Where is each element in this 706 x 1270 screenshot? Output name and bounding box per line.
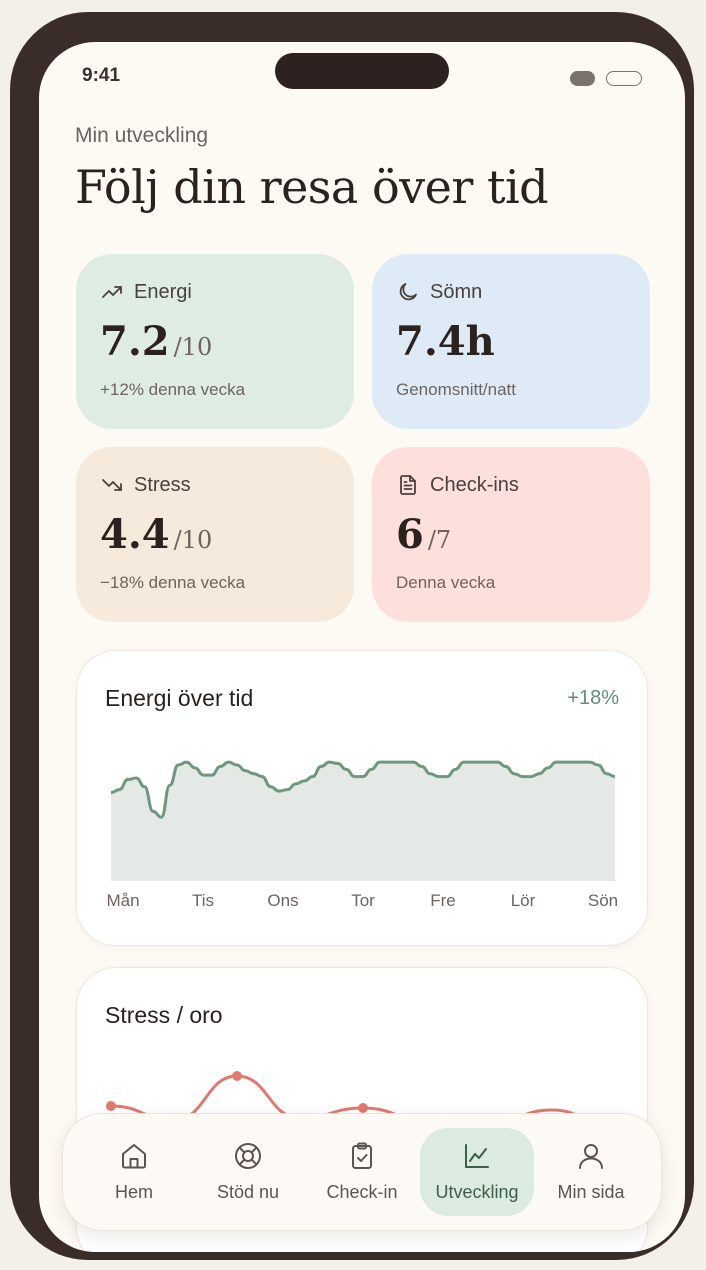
home-icon xyxy=(122,1144,146,1169)
stat-unit: /10 xyxy=(173,333,213,361)
trending-down-icon xyxy=(102,479,122,491)
stat-card-stress[interactable]: Stress 4.4/10 −18% denna vecka xyxy=(76,447,354,622)
x-tick-label: Mån xyxy=(106,891,140,910)
page-title: Följ din resa över tid xyxy=(75,160,549,214)
stress-chart-title: Stress / oro xyxy=(105,1002,223,1028)
x-tick-label: Fre xyxy=(430,891,456,910)
stat-card-energy[interactable]: Energi 7.2/10 +12% denna vecka xyxy=(76,254,354,429)
stat-sub: Denna vecka xyxy=(396,573,496,592)
bottom-nav: Hem Stöd nu Check-in Utveckling Min sida xyxy=(62,1113,662,1231)
file-text-icon xyxy=(400,475,416,495)
energy-area xyxy=(111,762,615,881)
stat-value: 6 xyxy=(396,511,424,558)
x-tick-label: Tis xyxy=(191,891,215,910)
clipboard-check-icon xyxy=(352,1142,372,1169)
energy-chart-panel: Energi över tid +18% Mån Tis Ons Tor Fre Lör S… xyxy=(76,650,648,946)
nav-item-home[interactable]: Hem xyxy=(77,1128,191,1216)
stress-point xyxy=(106,1101,116,1111)
energy-chart-title: Energi över tid xyxy=(105,685,254,711)
nav-label: Min sida xyxy=(557,1182,625,1202)
dynamic-island xyxy=(275,53,449,89)
nav-item-progress[interactable]: Utveckling xyxy=(420,1128,534,1216)
trending-up-icon xyxy=(102,286,122,298)
nav-item-profile[interactable]: Min sida xyxy=(534,1128,648,1216)
app-screen: 9:41 Min utveckling Följ din resa över t… xyxy=(39,42,685,1252)
stat-label: Sömn xyxy=(430,280,483,303)
moon-icon xyxy=(399,283,417,301)
stat-sub: Genomsnitt/natt xyxy=(396,380,517,399)
device-frame: 9:41 Min utveckling Följ din resa över t… xyxy=(10,12,694,1260)
stat-value: 4.4 xyxy=(100,511,170,558)
nav-label: Hem xyxy=(114,1182,153,1202)
nav-item-checkin[interactable]: Check-in xyxy=(305,1128,419,1216)
stat-sub: −18% denna vecka xyxy=(100,573,246,592)
stat-label: Check-ins xyxy=(430,473,519,496)
x-tick-label: Ons xyxy=(267,891,299,910)
battery-icon xyxy=(606,71,642,86)
signal-icon xyxy=(570,71,595,86)
x-tick-label: Tor xyxy=(351,891,375,910)
user-icon xyxy=(579,1144,603,1169)
stat-card-sleep[interactable]: Sömn 7.4h Genomsnitt/natt xyxy=(372,254,650,429)
stat-card-checkins[interactable]: Check-ins 6/7 Denna vecka xyxy=(372,447,650,622)
energy-line xyxy=(110,760,616,819)
stat-label: Energi xyxy=(134,280,192,303)
line-chart-icon xyxy=(465,1144,489,1168)
lifebuoy-icon xyxy=(235,1143,261,1169)
stat-value: 7.2 xyxy=(100,318,170,365)
nav-label: Stöd nu xyxy=(216,1182,280,1202)
x-tick-label: Sön xyxy=(587,891,619,910)
stress-point xyxy=(358,1103,368,1113)
stat-label: Stress xyxy=(134,473,191,496)
status-time: 9:41 xyxy=(82,65,121,86)
energy-chart xyxy=(110,760,616,881)
page-eyebrow: Min utveckling xyxy=(75,124,209,147)
nav-label: Check-in xyxy=(326,1182,398,1202)
nav-label: Utveckling xyxy=(435,1182,519,1202)
nav-item-support[interactable]: Stöd nu xyxy=(191,1128,305,1216)
energy-chart-delta: +18% xyxy=(567,687,619,709)
x-tick-label: Lör xyxy=(510,891,536,910)
stress-point xyxy=(232,1071,242,1081)
stat-sub: +12% denna vecka xyxy=(100,380,246,399)
stat-unit: /7 xyxy=(427,526,452,554)
stat-value: 7.4h xyxy=(396,318,495,365)
stat-unit: /10 xyxy=(173,526,213,554)
